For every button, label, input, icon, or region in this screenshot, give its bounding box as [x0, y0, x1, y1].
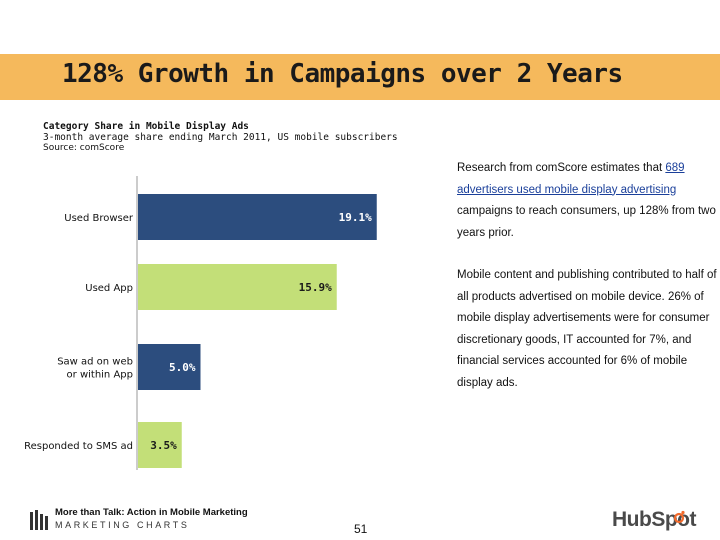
hubspot-logo-text: HubSpot — [612, 508, 696, 531]
description-p1-pre: Research from comScore estimates that — [457, 162, 666, 174]
footer-title: More than Talk: Action in Mobile Marketi… — [55, 507, 248, 518]
data-label-1: 19.1% — [339, 211, 372, 224]
bar-1 — [138, 194, 377, 240]
category-label-line: Responded to SMS ad — [24, 441, 133, 452]
description-text: Research from comScore estimates that 68… — [457, 158, 717, 394]
sprocket-logo-icon — [673, 510, 685, 524]
hubspot-logo: HubSpot — [612, 508, 696, 532]
data-label-4: 3.5% — [150, 439, 177, 452]
description-paragraph-2: Mobile content and publishing contribute… — [457, 269, 717, 389]
bar-2 — [138, 264, 337, 310]
footer-brand: MARKETING CHARTS — [55, 520, 190, 530]
category-label-line: Saw ad on web — [57, 357, 133, 368]
slide-title: 128% Growth in Campaigns over 2 Years — [62, 59, 623, 89]
category-label-line: or within App — [67, 370, 133, 381]
category-label-4: Responded to SMS ad — [24, 441, 133, 452]
title-band — [0, 54, 720, 100]
data-label-2: 15.9% — [299, 281, 332, 294]
category-label-3: Saw ad on web or within App — [57, 357, 133, 381]
category-label-line: Used Browser — [64, 213, 134, 224]
paragraph-gap — [457, 244, 717, 265]
advertisers-link[interactable]: 689 advertisers used mobile display adve… — [457, 162, 685, 196]
category-label-2: Used App — [85, 283, 133, 294]
bar-3 — [138, 344, 201, 390]
bars-logo-icon — [30, 510, 48, 530]
chart-subtitle-line2: 3-month average share ending March 2011,… — [43, 132, 398, 143]
description-paragraph-1: Research from comScore estimates that 68… — [457, 158, 717, 244]
category-label-line: Used App — [85, 283, 133, 294]
chart-subtitle-line1: Category Share in Mobile Display Ads — [43, 121, 249, 132]
data-label-3: 5.0% — [169, 361, 196, 374]
description-p1-post: campaigns to reach consumers, up 128% fr… — [457, 205, 716, 239]
chart-source: Source: comScore — [43, 143, 125, 153]
bar-chart: 19.1% Used Browser 15.9% Used App 5.0% Saw ad… — [24, 176, 377, 470]
category-label-1: Used Browser — [64, 213, 134, 224]
chart-subtitle: Category Share in Mobile Display Ads 3-m… — [43, 121, 398, 154]
page-number: 51 — [354, 522, 368, 536]
bar-4 — [138, 422, 182, 468]
